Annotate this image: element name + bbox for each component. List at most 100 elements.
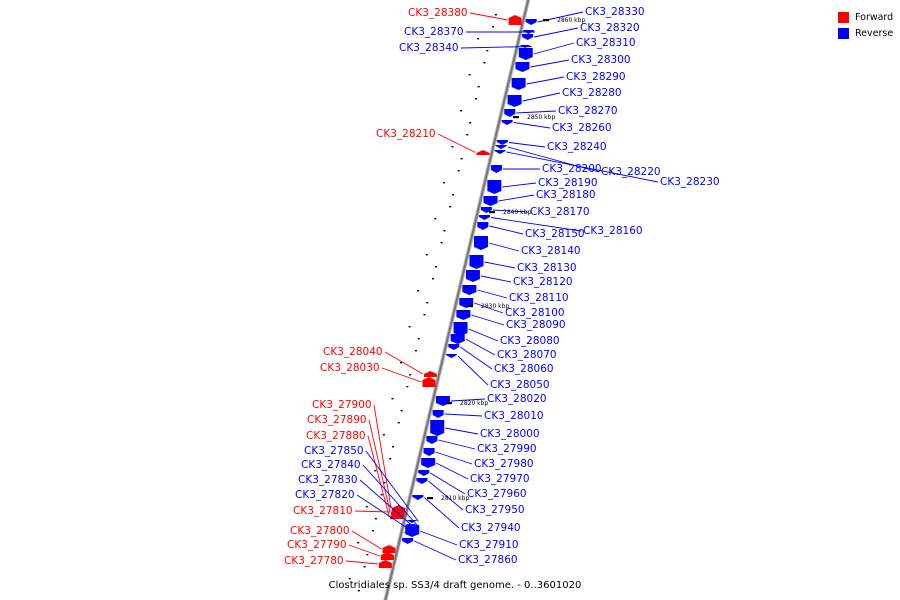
forward-gene-arrow [508,15,522,25]
minor-mark [486,50,489,52]
leader-line [465,338,496,356]
forward-swatch-icon [838,11,849,23]
minor-mark [466,134,469,136]
leader-line [444,413,483,417]
reverse-gene-arrow [435,396,450,406]
gene-label: CK3_28100 [505,307,565,319]
legend-item-forward: Forward [838,9,898,25]
reverse-gene-arrow [423,448,435,456]
gene-label: CK3_27960 [467,488,527,500]
minor-mark [397,422,400,424]
leader-line [533,42,575,55]
gene-label: CK3_28190 [538,177,598,189]
leader-line [498,194,535,202]
leader-line [457,355,489,386]
leader-line [469,12,508,21]
gene-label: CK3_27890 [307,414,367,426]
minor-mark [380,494,383,496]
tick-mark [427,497,433,500]
minor-mark [443,230,446,232]
gene-label: CK3_27820 [295,489,355,501]
reverse-gene-arrow [432,410,444,418]
reverse-gene-arrow [405,524,417,527]
leader-line [351,530,382,550]
gene-label: CK3_28320 [580,22,640,34]
map-caption: Clostridiales sp. SS3/4 draft genome. - … [329,580,582,591]
minor-mark [449,206,452,208]
minor-mark [382,434,385,436]
leader-line [506,151,659,183]
reverse-gene-arrow [474,236,489,250]
leader-line [445,427,479,435]
leader-line [507,146,600,173]
leader-line [356,494,416,534]
gene-label: CK3_28080 [500,335,560,347]
gene-label: CK3_27800 [290,525,350,537]
gene-label: CK3_27850 [304,445,364,457]
minor-mark [365,506,368,508]
minor-mark [417,290,420,292]
reverse-gene-arrow [495,145,507,149]
minor-mark [477,86,480,88]
leader-line [516,110,557,114]
leader-line [502,182,537,188]
minor-mark [474,98,477,100]
leader-line [522,92,561,102]
gene-label: CK3_27840 [301,459,361,471]
reverse-gene-arrow [490,165,502,173]
leader-line [489,225,524,235]
leader-line [513,122,551,129]
leader-line [384,351,424,375]
leader-line [420,530,458,546]
leader-line [430,472,466,495]
leader-line [484,261,516,269]
gene-label: CK3_28150 [525,228,585,240]
minor-mark [400,362,403,364]
gene-label: CK3_27910 [459,539,519,551]
minor-mark [383,482,386,484]
gene-label: CK3_28220 [601,166,661,178]
gene-label: CK3_28130 [517,262,577,274]
leader-line [368,419,391,513]
leader-line [450,398,486,402]
gene-label: CK3_28170 [530,206,590,218]
minor-mark [460,110,463,112]
leader-line [354,510,391,513]
gene-label: CK3_28310 [576,37,636,49]
leader-line [530,59,570,68]
leader-line [508,142,546,148]
gene-label: CK3_27950 [465,504,525,516]
minor-mark [372,530,375,532]
gene-label: CK3_28300 [571,54,631,66]
tick-mark-layer: 2860 kbp 2850 kbp 2840 kbp 2830 kbp 2820 kbp… [427,17,585,502]
leader-line [526,76,565,85]
gene-label: CK3_28000 [480,428,540,440]
leader-line [488,242,520,252]
legend-label-reverse: Reverse [855,27,894,39]
gene-label: CK3_28140 [521,245,581,257]
legend-item-reverse: Reverse [838,25,898,41]
minor-mark [440,242,443,244]
leader-line [471,314,505,326]
reverse-gene-arrow [406,520,418,523]
leader-line-layer [345,11,659,565]
leader-line [474,302,504,314]
leader-line [460,346,493,370]
minor-mark [434,218,437,220]
forward-gene-arrow [382,545,396,553]
leader-line [413,540,457,561]
minor-mark [408,326,411,328]
strand-legend: Forward Reverse [838,9,898,41]
gene-label: CK3_28270 [558,105,618,117]
minor-mark [409,374,412,376]
reverse-gene-arrow [507,95,522,107]
reverse-gene-arrow [496,140,508,145]
tick-label: 2820 kbp [460,400,488,407]
reverse-gene-arrow [403,532,415,535]
gene-label: CK3_28090 [506,319,566,331]
gene-label: CK3_28110 [509,292,569,304]
minor-mark [414,350,417,352]
leader-line [381,367,422,383]
minor-mark [442,182,445,184]
